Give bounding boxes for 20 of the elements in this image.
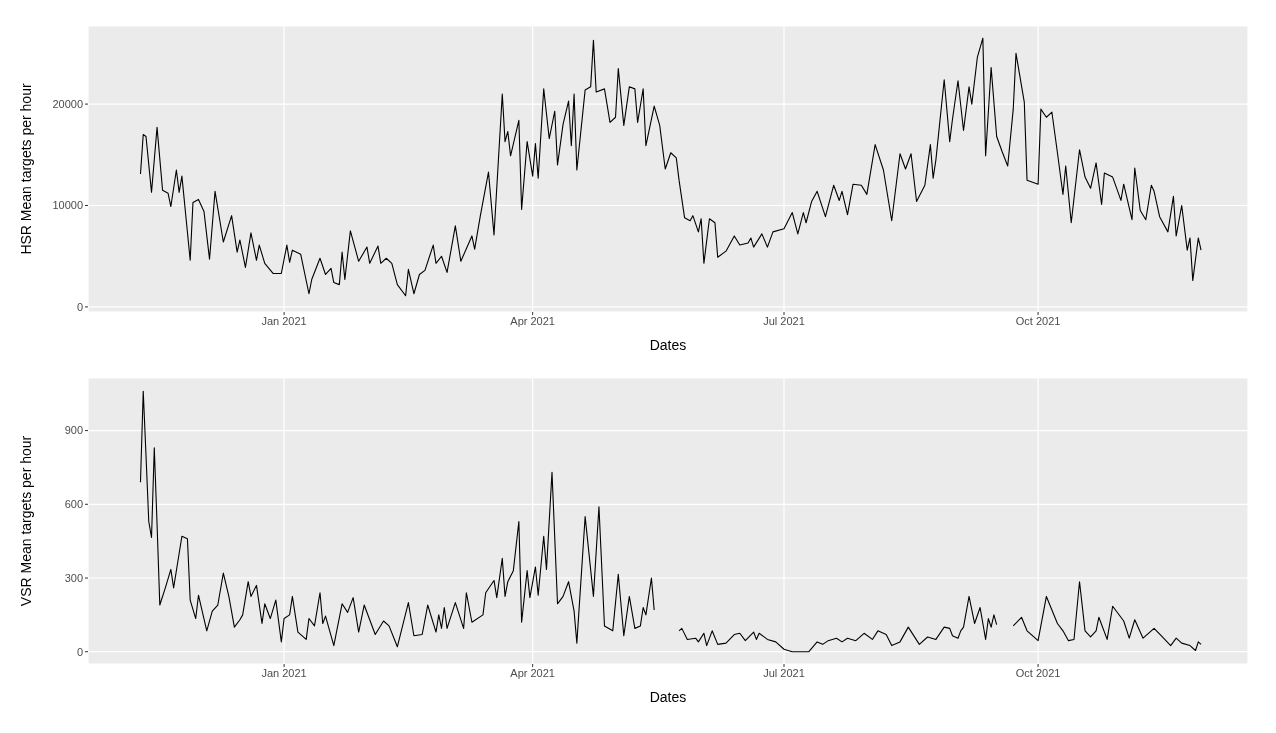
- y-tick-label: 600: [64, 498, 83, 511]
- line-series: [139, 37, 1202, 297]
- x-tick-label: Jul 2021: [763, 666, 805, 679]
- y-tick-label: 300: [64, 571, 83, 584]
- x-tick-label: Jan 2021: [261, 314, 307, 327]
- x-tick-label: Jul 2021: [763, 314, 805, 327]
- y-tick-label: 900: [64, 424, 83, 437]
- x-tick-label: Apr 2021: [510, 314, 555, 327]
- y-tick-label: 0: [76, 300, 83, 313]
- x-tick-label: Apr 2021: [510, 666, 555, 679]
- x-axis-title: Dates: [649, 689, 687, 705]
- y-axis-title: VSR Mean targets per hour: [17, 435, 34, 607]
- x-axis-title: Dates: [649, 337, 687, 353]
- x-tick-label: Oct 2021: [1015, 314, 1061, 327]
- y-tick-label: 20000: [52, 98, 83, 110]
- y-axis-title: HSR Mean targets per hour: [17, 83, 34, 255]
- y-tick-label: 10000: [52, 199, 83, 212]
- x-tick-label: Oct 2021: [1015, 666, 1061, 679]
- x-tick-label: Jan 2021: [261, 666, 307, 679]
- y-tick-label: 0: [76, 645, 83, 658]
